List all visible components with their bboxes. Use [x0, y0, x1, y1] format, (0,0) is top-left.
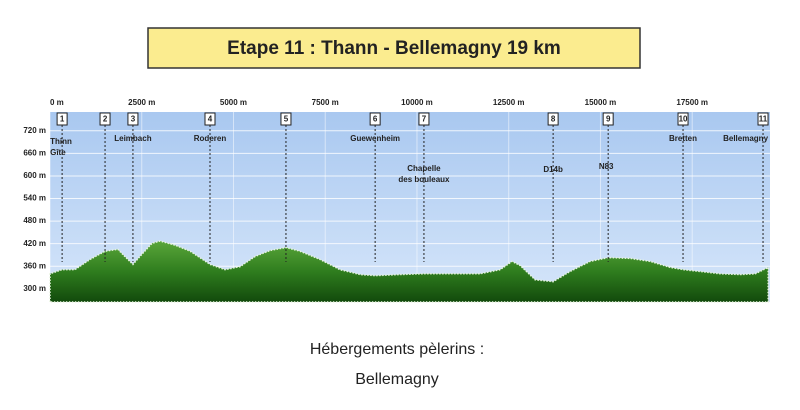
waypoint-name: Bellemagny	[723, 134, 768, 143]
x-tick-label: 0 m	[50, 98, 64, 107]
y-tick-label: 420 m	[23, 239, 46, 248]
waypoint-name: Thinn	[50, 137, 72, 146]
y-tick-label: 300 m	[23, 284, 46, 293]
y-tick-label: 660 m	[23, 148, 46, 157]
x-tick-label: 10000 m	[401, 98, 433, 107]
waypoint-box	[204, 112, 216, 126]
waypoint-number: 6	[373, 115, 378, 124]
waypoint-number: 1	[60, 115, 65, 124]
waypoint-number: 2	[103, 115, 108, 124]
waypoint-box	[127, 112, 139, 126]
y-tick-label: 480 m	[23, 216, 46, 225]
waypoint-number: 11	[759, 115, 768, 124]
footer-place: Bellemagny	[355, 371, 439, 388]
x-tick-label: 5000 m	[220, 98, 247, 107]
y-tick-label: 720 m	[23, 126, 46, 135]
waypoint-box	[602, 112, 614, 126]
waypoint-name: Bretten	[669, 134, 697, 143]
x-tick-label: 7500 m	[312, 98, 339, 107]
elevation-area	[49, 240, 769, 303]
waypoint-name: Gîte	[50, 148, 66, 157]
chart-title: Etape 11 : Thann - Bellemagny 19 km	[227, 38, 561, 59]
x-tick-label: 2500 m	[128, 98, 155, 107]
waypoint-number: 9	[606, 115, 611, 124]
title-box	[147, 27, 641, 69]
waypoint-name: D14b	[543, 165, 563, 174]
waypoint-name: Roderen	[194, 134, 227, 143]
waypoint-box	[677, 112, 689, 126]
x-tick-label: 12500 m	[493, 98, 525, 107]
waypoint-name: Leimbach	[114, 134, 151, 143]
x-tick-label: 17500 m	[676, 98, 708, 107]
waypoint-box	[56, 112, 68, 126]
waypoint-box	[418, 112, 430, 126]
y-tick-label: 540 m	[23, 194, 46, 203]
waypoint-name: des bouleaux	[398, 175, 450, 184]
waypoint-name: N83	[599, 162, 614, 171]
waypoint-name: Chapelle	[407, 164, 441, 173]
waypoint-number: 7	[422, 115, 427, 124]
waypoint-box	[99, 112, 111, 126]
y-tick-label: 360 m	[23, 261, 46, 270]
footer-heading: Hébergements pèlerins :	[310, 341, 484, 358]
waypoint-box	[369, 112, 381, 126]
waypoint-number: 5	[284, 115, 289, 124]
waypoint-number: 3	[131, 115, 136, 124]
y-tick-label: 600 m	[23, 171, 46, 180]
waypoint-number: 10	[679, 115, 688, 124]
waypoint-box	[757, 112, 769, 126]
waypoint-name: Guewenheim	[350, 134, 400, 143]
waypoint-box	[280, 112, 292, 126]
waypoint-number: 8	[551, 115, 556, 124]
x-tick-label: 15000 m	[585, 98, 617, 107]
waypoint-box	[547, 112, 559, 126]
waypoint-number: 4	[208, 115, 213, 124]
